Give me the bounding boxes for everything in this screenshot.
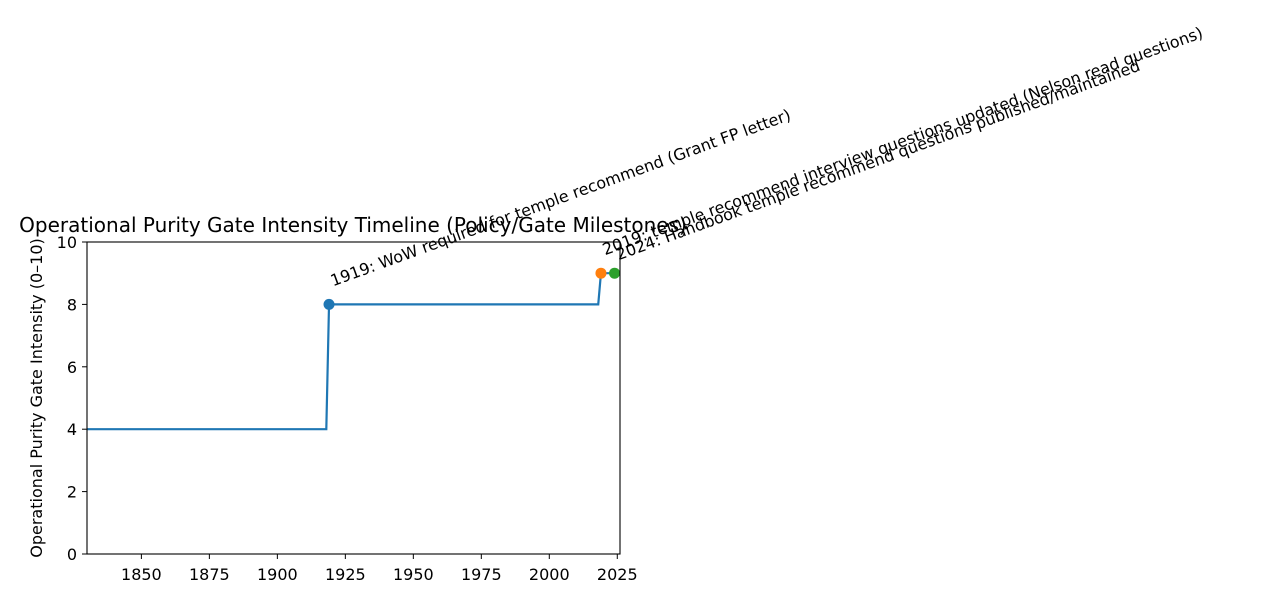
- y-tick-label-4: 8: [67, 295, 77, 314]
- x-tick-label-7: 2025: [597, 565, 638, 584]
- milestone-point-1: [595, 268, 606, 279]
- y-tick-label-0: 0: [67, 545, 77, 564]
- y-tick-label-5: 10: [57, 233, 77, 252]
- x-tick-label-2: 1900: [257, 565, 298, 584]
- y-tick-label-2: 4: [67, 420, 77, 439]
- x-tick-label-0: 1850: [121, 565, 162, 584]
- series-line-0: [87, 273, 620, 429]
- x-tick-label-6: 2000: [529, 565, 570, 584]
- x-tick-label-4: 1950: [393, 565, 434, 584]
- x-tick-label-5: 1975: [461, 565, 502, 584]
- y-tick-label-1: 2: [67, 483, 77, 502]
- y-tick-label-3: 6: [67, 358, 77, 377]
- x-tick-label-3: 1925: [325, 565, 366, 584]
- chart-title: Operational Purity Gate Intensity Timeli…: [19, 213, 687, 237]
- x-tick-label-1: 1875: [189, 565, 230, 584]
- plot-frame: [87, 242, 620, 554]
- milestone-point-2: [609, 268, 620, 279]
- y-axis-label: Operational Purity Gate Intensity (0–10): [27, 238, 46, 557]
- milestone-label-2: 2024: Handbook temple recommend question…: [613, 56, 1142, 264]
- milestone-point-0: [324, 299, 335, 310]
